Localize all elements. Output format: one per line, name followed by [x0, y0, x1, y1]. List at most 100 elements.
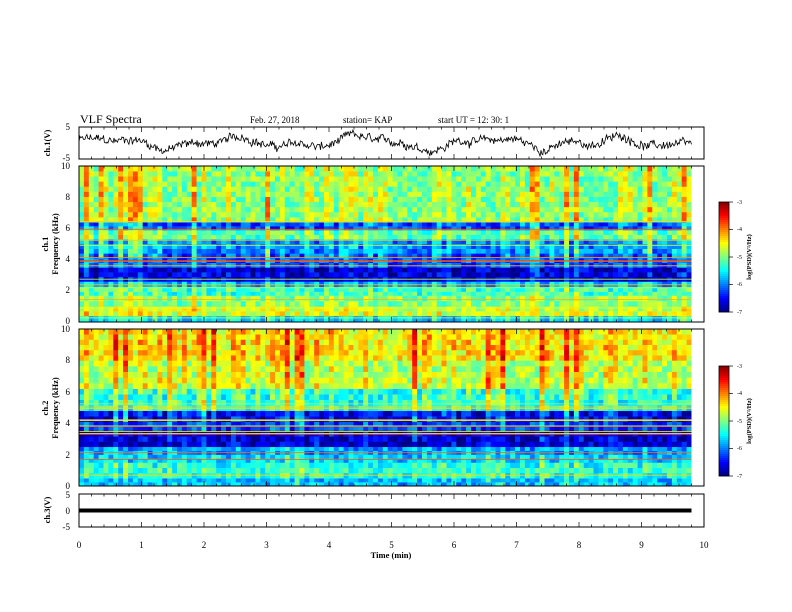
spectrogram-cell [279, 253, 286, 259]
spectrogram-cell [260, 166, 266, 172]
spectrogram-cell [142, 394, 148, 400]
spectrogram-cell [588, 229, 594, 235]
spectrogram-cell [279, 217, 286, 223]
spectrogram-cell [113, 176, 119, 182]
spectrogram-cell [270, 262, 276, 268]
spectrogram-cell [382, 176, 388, 182]
spectrogram-cell [226, 253, 232, 259]
spectrogram-cell [407, 300, 413, 307]
spectrogram-cell [559, 248, 565, 254]
spectrogram-cell [480, 171, 486, 177]
spectrogram-cell [279, 171, 286, 177]
spectrogram-cell [186, 191, 192, 197]
spectrogram-cell [221, 226, 227, 231]
spectrogram-cell [304, 181, 310, 187]
spectrogram-cell [647, 166, 653, 172]
spectrogram-cell [417, 196, 423, 203]
spectrogram-cell [128, 388, 134, 395]
spectrogram-cell [578, 234, 584, 240]
spectrogram-cell [142, 191, 148, 197]
spectrogram-cell [466, 222, 472, 227]
spectrogram-cell [113, 196, 119, 203]
spectrogram-cell [157, 426, 163, 432]
date-label: Feb. 27, 2018 [250, 115, 300, 125]
spectrogram-cell [613, 181, 619, 187]
spectrogram-cell [667, 211, 673, 218]
spectrogram-cell [333, 287, 339, 292]
spectrogram-cell [461, 191, 467, 197]
spectrogram-cell [113, 355, 119, 361]
spectrogram-cell [510, 315, 516, 323]
spectrogram-cell [162, 262, 168, 268]
spectrogram-cell [304, 217, 310, 223]
spectrogram-cell [647, 311, 653, 317]
spectrogram-cell [118, 394, 124, 400]
spectrogram-cell [475, 211, 482, 218]
spectrogram-cell [490, 226, 496, 231]
spectrogram-cell [583, 186, 589, 192]
spectrogram-cell [436, 217, 442, 223]
spectrogram-cell [221, 217, 227, 223]
spectrogram-cell [108, 217, 114, 223]
spectrogram-cell [495, 226, 501, 231]
spectrogram-cell [255, 229, 261, 235]
spectrogram-cell [373, 206, 379, 213]
spectrogram-cell [108, 436, 114, 442]
spectrogram-cell [186, 462, 192, 468]
spectrogram-cell [475, 181, 482, 187]
spectrogram-cell [98, 186, 104, 192]
spectrogram-cell [569, 222, 575, 227]
spectrogram-cell [662, 222, 668, 227]
spectrogram-cell [578, 248, 584, 254]
spectrogram-cell [177, 253, 183, 259]
spectrogram-cell [172, 344, 178, 351]
spectrogram-cell [613, 262, 619, 268]
spectrogram-cell [83, 458, 90, 463]
spectrogram-cell [172, 339, 178, 345]
spectrogram-cell [662, 267, 668, 273]
colorbar-segment [719, 230, 729, 233]
spectrogram-cell [211, 272, 217, 278]
spectrogram-cell [412, 272, 418, 278]
spectrogram-cell [500, 191, 506, 197]
spectrogram-cell [466, 272, 472, 278]
spectrogram-cell [196, 229, 202, 235]
spectrogram-cell [353, 315, 359, 323]
spectrogram-cell [436, 311, 442, 317]
spectrogram-cell [632, 226, 638, 231]
spectrogram-cell [226, 295, 232, 302]
spectrogram-cell [397, 176, 403, 182]
spectrogram-cell [343, 206, 349, 213]
spectrogram-cell [88, 171, 94, 177]
spectrogram-cell [471, 222, 477, 227]
spectrogram-cell [397, 181, 403, 187]
spectrogram-cell [240, 201, 246, 208]
spectrogram-cell [387, 206, 393, 213]
spectrogram-cell [348, 171, 354, 177]
spectrogram-cell [549, 306, 555, 312]
spectrogram-cell [93, 436, 99, 442]
spectrogram-cell [289, 206, 295, 213]
spectrogram-cell [132, 383, 139, 389]
spectrogram-cell [186, 229, 192, 235]
spectrogram-cell [157, 306, 163, 312]
spectrogram-cell [500, 272, 506, 278]
spectrogram-cell [397, 191, 403, 197]
spectrogram-cell [671, 201, 678, 208]
spectrogram-cell [441, 181, 447, 187]
spectrogram-cell [422, 201, 428, 208]
spectrogram-cell [524, 267, 531, 273]
spectrogram-cell [128, 441, 134, 448]
spectrogram-cell [358, 272, 364, 278]
spectrogram-cell [83, 287, 90, 292]
spectrogram-cell [245, 171, 251, 177]
spectrogram-cell [314, 272, 320, 278]
spectrogram-cell [93, 272, 99, 278]
spectrogram-cell [289, 306, 295, 312]
spectrogram-cell [324, 191, 330, 197]
spectrogram-cell [554, 181, 560, 187]
spectrogram-cell [402, 226, 408, 231]
spectrogram-cell [328, 211, 335, 218]
spectrogram-cell [270, 226, 276, 231]
spectrogram-cell [103, 394, 109, 400]
